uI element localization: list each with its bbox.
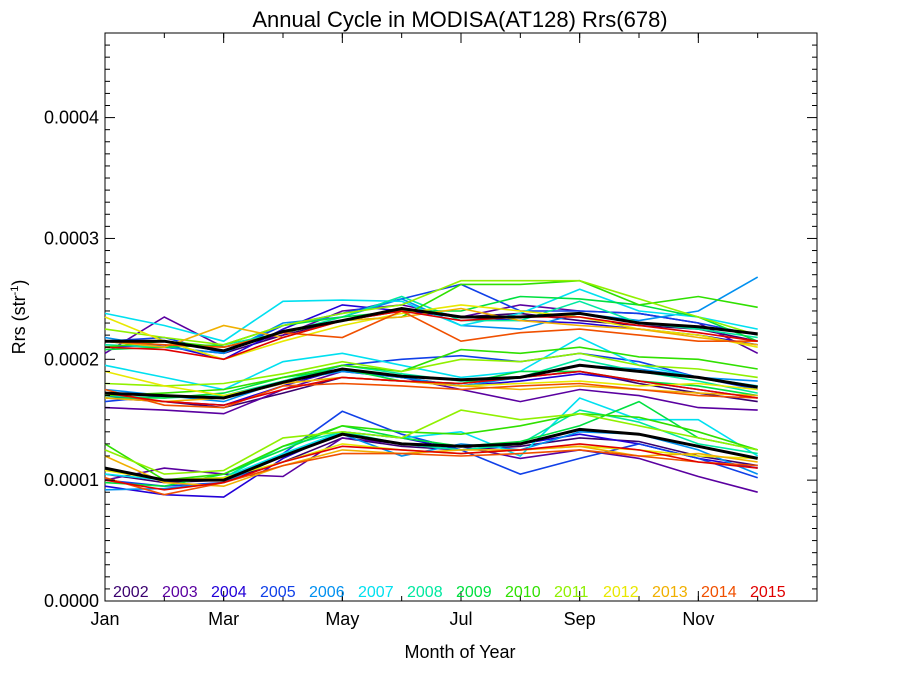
legend-entry-2007: 2007 (358, 584, 394, 601)
legend-entry-2015: 2015 (750, 584, 786, 601)
mean-layer (104, 306, 758, 482)
series-line-2009-group-1 (104, 295, 759, 351)
y-tick-label-1: 0.0001 (44, 470, 99, 490)
chart-title: Annual Cycle in MODISA(AT128) Rrs(678) (252, 7, 667, 32)
series-line-2011-group-1 (104, 279, 758, 346)
series-line-2014-group-3 (104, 449, 758, 496)
series-line-2008-group-1 (104, 295, 758, 349)
mean-line-group-1 (105, 306, 758, 353)
series-line-2015-group-3 (104, 443, 758, 491)
legend-entry-2012: 2012 (603, 584, 639, 601)
mean-line-group-2 (104, 363, 758, 400)
x-tick-label-5: Nov (682, 609, 714, 629)
x-tick-label-4: Sep (564, 609, 596, 629)
legend-entry-2003: 2003 (162, 584, 198, 601)
legend-entry-2013: 2013 (652, 584, 688, 601)
series-line-2011-group-3 (104, 409, 758, 475)
legend-entry-2014: 2014 (701, 584, 737, 601)
legend-entry-2006: 2006 (309, 584, 345, 601)
legend-entry-2004: 2004 (211, 584, 247, 601)
series-line-2009-group-3 (104, 400, 758, 488)
legend-entry-2008: 2008 (407, 584, 443, 601)
x-tick-label-0: Jan (90, 609, 119, 629)
series-line-2007-group-2 (104, 336, 758, 391)
y-tick-label-4: 0.0004 (44, 108, 99, 128)
axis-layer: Jan Mar May Jul Sep Nov 0.0000 0.0001 0.0002 0.00… (44, 33, 818, 629)
y-axis-label-superscript: -1 (9, 286, 21, 296)
y-tick-label-0: 0.0000 (44, 591, 99, 611)
series-layer (104, 276, 759, 498)
y-axis-label: Rrs (str-1) (9, 280, 29, 355)
x-axis-label: Month of Year (404, 642, 515, 662)
y-tick-label-2: 0.0002 (44, 349, 99, 369)
series-line-2014-group-1 (104, 310, 758, 349)
x-tick-label-1: Mar (208, 609, 239, 629)
series-line-2015-group-2 (104, 370, 758, 407)
series-line-2010-group-3 (104, 412, 758, 481)
series-line-2010-group-2 (104, 346, 758, 397)
y-axis-label-main: Rrs (str (9, 295, 29, 354)
legend-entry-2011: 2011 (554, 584, 589, 601)
series-line-2015-group-1 (104, 310, 758, 361)
series-line-2011-group-2 (104, 352, 758, 387)
y-axis-label-close: ) (9, 280, 29, 286)
legend-entry-2010: 2010 (505, 584, 541, 601)
x-tick-label-2: May (325, 609, 359, 629)
y-tick-label-3: 0.0003 (44, 228, 99, 248)
mean-line-group-3 (104, 427, 758, 482)
legend-entry-2005: 2005 (260, 584, 296, 601)
legend-entry-2002: 2002 (113, 584, 149, 601)
legend-entry-2009: 2009 (456, 584, 492, 601)
legend: 2002 2003 2004 2005 2006 2007 2008 2009 2010 2011… (113, 584, 786, 601)
series-line-2014-group-2 (104, 382, 758, 409)
x-tick-label-3: Jul (449, 609, 472, 629)
